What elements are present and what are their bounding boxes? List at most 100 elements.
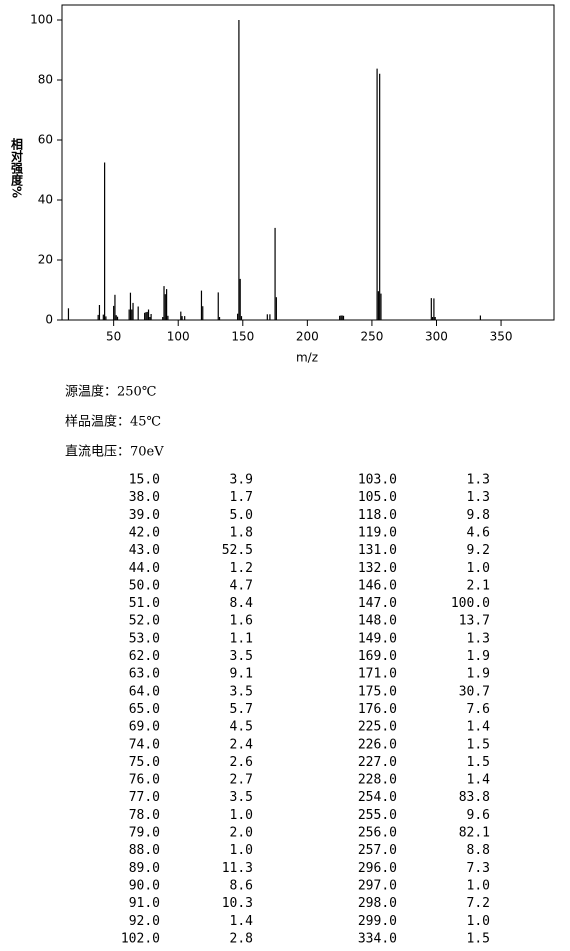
table-cell: 3.5	[230, 684, 253, 699]
table-cell: 1.0	[467, 914, 490, 929]
y-tick-label: 20	[38, 253, 53, 267]
table-cell: 30.7	[459, 684, 490, 699]
table-cell: 147.0	[358, 596, 397, 611]
x-axis-label: m/z	[296, 351, 318, 365]
table-cell: 91.0	[129, 896, 160, 911]
table-cell: 69.0	[129, 720, 160, 735]
table-cell: 1.9	[467, 667, 490, 682]
table-cell: 254.0	[358, 790, 397, 805]
table-cell: 11.3	[222, 861, 253, 876]
table-cell: 9.1	[230, 667, 253, 682]
table-cell: 89.0	[129, 861, 160, 876]
table-cell: 146.0	[358, 578, 397, 593]
x-tick-label: 250	[360, 330, 383, 344]
table-cell: 13.7	[459, 614, 490, 629]
table-cell: 15.0	[129, 473, 160, 488]
table-cell: 77.0	[129, 790, 160, 805]
y-tick-label: 100	[30, 13, 53, 27]
table-cell: 76.0	[129, 773, 160, 788]
table-cell: 64.0	[129, 684, 160, 699]
table-cell: 75.0	[129, 755, 160, 770]
y-tick-label: 0	[45, 313, 53, 327]
table-cell: 90.0	[129, 878, 160, 893]
table-cell: 1.5	[467, 755, 490, 770]
table-cell: 256.0	[358, 826, 397, 841]
table-cell: 9.8	[467, 508, 490, 523]
table-cell: 2.6	[230, 755, 253, 770]
table-cell: 297.0	[358, 878, 397, 893]
table-cell: 226.0	[358, 737, 397, 752]
table-cell: 296.0	[358, 861, 397, 876]
table-cell: 1.4	[467, 720, 491, 735]
table-cell: 1.4	[230, 914, 254, 929]
info-line: 直流电压：70eV	[65, 445, 164, 460]
table-cell: 102.0	[121, 931, 160, 946]
x-tick-label: 350	[490, 330, 513, 344]
table-cell: 2.4	[230, 737, 254, 752]
table-cell: 1.5	[467, 931, 490, 946]
table-cell: 299.0	[358, 914, 397, 929]
table-cell: 1.3	[467, 631, 490, 646]
table-cell: 83.8	[459, 790, 490, 805]
table-cell: 3.5	[230, 790, 253, 805]
table-cell: 65.0	[129, 702, 160, 717]
table-cell: 10.3	[222, 896, 253, 911]
table-cell: 334.0	[358, 931, 397, 946]
y-axis-label: 相对强度%	[10, 137, 24, 198]
table-cell: 5.0	[230, 508, 253, 523]
table-cell: 7.6	[467, 702, 490, 717]
table-cell: 82.1	[459, 826, 490, 841]
table-cell: 4.6	[467, 525, 490, 540]
table-cell: 42.0	[129, 525, 160, 540]
table-cell: 1.3	[467, 490, 490, 505]
table-cell: 1.4	[467, 773, 491, 788]
table-cell: 79.0	[129, 826, 160, 841]
table-cell: 257.0	[358, 843, 397, 858]
y-tick-label: 60	[38, 133, 53, 147]
table-cell: 2.0	[230, 826, 253, 841]
x-tick-label: 100	[167, 330, 190, 344]
plot-frame	[61, 4, 555, 321]
table-cell: 53.0	[129, 631, 160, 646]
table-cell: 63.0	[129, 667, 160, 682]
table-cell: 38.0	[129, 490, 160, 505]
y-tick-label: 40	[38, 193, 53, 207]
info-line: 源温度：250℃	[65, 384, 156, 400]
table-cell: 255.0	[358, 808, 397, 823]
table-cell: 100.0	[451, 596, 490, 611]
table-cell: 4.5	[230, 720, 253, 735]
table-cell: 103.0	[358, 473, 397, 488]
table-cell: 1.0	[467, 561, 490, 576]
table-cell: 1.8	[230, 525, 253, 540]
table-cell: 9.2	[467, 543, 490, 558]
table-cell: 3.9	[230, 473, 253, 488]
x-tick-label: 300	[425, 330, 448, 344]
x-tick-label: 150	[231, 330, 254, 344]
table-cell: 2.7	[230, 773, 253, 788]
table-cell: 88.0	[129, 843, 160, 858]
table-cell: 8.8	[467, 843, 490, 858]
table-cell: 131.0	[358, 543, 397, 558]
table-cell: 225.0	[358, 720, 397, 735]
table-cell: 169.0	[358, 649, 397, 664]
table-cell: 1.1	[230, 631, 253, 646]
x-tick-label: 200	[296, 330, 319, 344]
table-cell: 74.0	[129, 737, 160, 752]
table-cell: 171.0	[358, 667, 397, 682]
table-cell: 1.7	[230, 490, 253, 505]
table-cell: 132.0	[358, 561, 397, 576]
table-cell: 1.5	[467, 737, 490, 752]
table-cell: 1.2	[230, 561, 253, 576]
table-cell: 119.0	[358, 525, 397, 540]
table-cell: 9.6	[467, 808, 490, 823]
table-cell: 8.4	[230, 596, 254, 611]
table-cell: 52.0	[129, 614, 160, 629]
table-cell: 62.0	[129, 649, 160, 664]
table-cell: 149.0	[358, 631, 397, 646]
x-tick-label: 50	[106, 330, 121, 344]
table-cell: 7.3	[467, 861, 490, 876]
table-cell: 3.5	[230, 649, 253, 664]
table-cell: 1.0	[230, 808, 253, 823]
table-cell: 44.0	[129, 561, 160, 576]
